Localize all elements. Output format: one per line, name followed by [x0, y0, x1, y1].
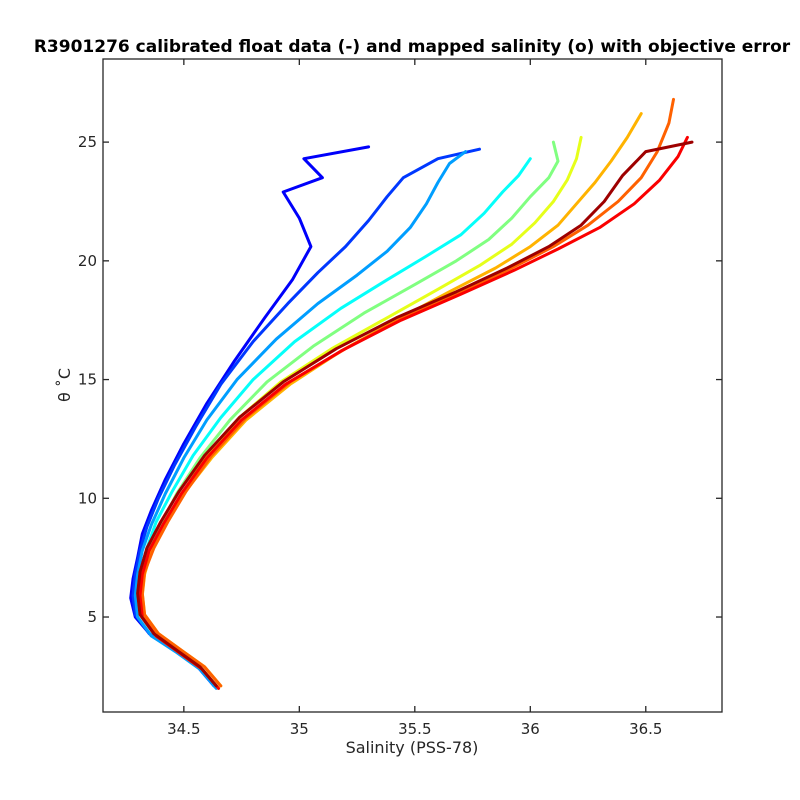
y-axis-label: θ ˚C	[55, 368, 74, 402]
x-tick-label: 34.5	[167, 720, 200, 738]
chart-title: R3901276 calibrated float data (-) and m…	[34, 37, 791, 57]
profile-line-10	[136, 140, 694, 688]
y-tick-label: 10	[78, 489, 97, 507]
x-tick-label: 36.5	[629, 720, 662, 738]
y-tick-label: 20	[78, 252, 97, 270]
profile-line-3	[133, 150, 468, 690]
x-axis-label: Salinity (PSS-78)	[346, 738, 479, 757]
x-tick-label: 35	[290, 720, 309, 738]
axes-frame	[102, 58, 723, 713]
x-tick-label: 36	[521, 720, 540, 738]
y-tick-label: 25	[78, 133, 97, 151]
x-tick-label: 35.5	[398, 720, 431, 738]
plot-area	[129, 97, 694, 690]
axes: 34.5 35 35.5 36 36.5 5 10 15 20 25	[78, 58, 723, 738]
y-tick-label: 5	[87, 608, 97, 626]
y-tick-label: 15	[78, 371, 97, 389]
